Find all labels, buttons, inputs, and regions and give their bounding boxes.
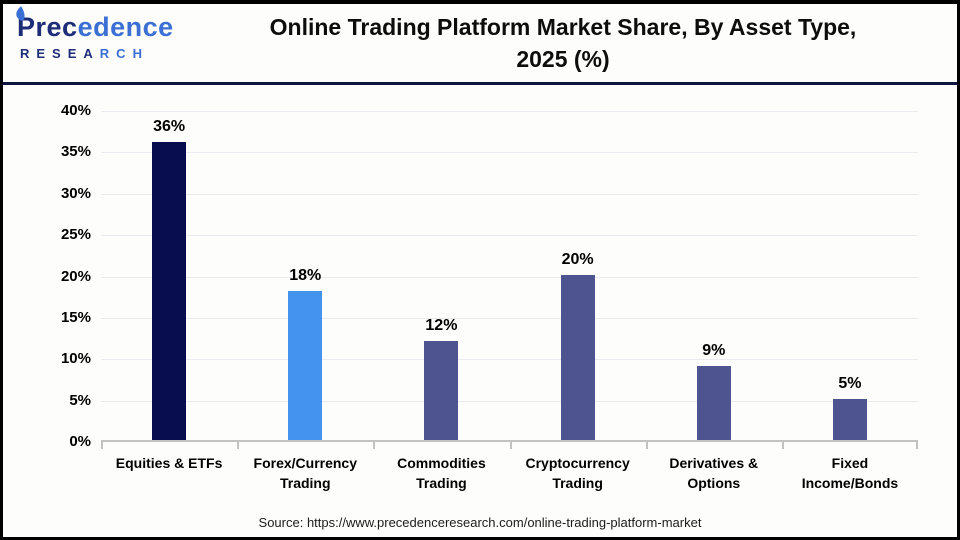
header: Precedence RESEARCH Online Trading Platf… [3, 4, 957, 85]
bar-value-label-1: 18% [289, 267, 322, 285]
bar-2 [424, 340, 459, 440]
logo-subtitle-blue: RCH [99, 46, 149, 61]
plot-area: 36% 18% 12% 20% 9% 5% [101, 111, 918, 449]
page-title-line1: Online Trading Platform Market Share, By… [269, 14, 857, 40]
page-title-line2: 2025 (%) [516, 46, 610, 72]
x-axis-tick-1 [237, 442, 240, 449]
logo-wordmark: Precedence [16, 6, 174, 42]
bar-1 [288, 291, 323, 440]
x-axis-labels: Equities & ETFs Forex/Currency Trading Com… [101, 453, 918, 493]
gridline-40 [101, 111, 918, 112]
y-axis: 0% 5% 10% 15% 20% 25% 30% 35% 40% [3, 102, 91, 450]
page-title: Online Trading Platform Market Share, By… [175, 11, 951, 75]
gridline-15 [101, 317, 918, 319]
x-category-label-2: Commodities Trading [397, 455, 486, 491]
bar-0 [152, 142, 187, 440]
x-category-label-4: Derivatives & Options [669, 455, 759, 491]
source-note: Source: https://www.precedenceresearch.c… [258, 515, 702, 530]
gridline-10 [101, 359, 918, 361]
bar-4 [696, 365, 731, 440]
logo-subtitle-navy: RESEA [20, 46, 100, 61]
logo-subtitle: RESEARCH [17, 47, 174, 60]
precedence-research-logo: Precedence RESEARCH [16, 6, 174, 60]
gridline-20 [101, 276, 918, 278]
y-tick-label-25: 25% [60, 226, 91, 244]
y-tick-label-30: 30% [60, 184, 91, 202]
y-tick-label-35: 35% [60, 143, 91, 161]
x-axis-tick-2 [373, 442, 376, 449]
bar-value-label-2: 12% [425, 316, 458, 334]
bar-value-label-5: 5% [838, 374, 862, 392]
y-tick-label-20: 20% [60, 267, 91, 285]
y-tick-label-0: 0% [69, 433, 91, 450]
y-tick-label-5: 5% [69, 391, 91, 409]
x-category-label-3: Cryptocurrency Trading [525, 455, 630, 491]
gridline-30 [101, 193, 918, 195]
bar-5 [832, 398, 867, 440]
x-category-label-5: Fixed Income/Bonds [801, 455, 899, 491]
leaf-icon [16, 6, 25, 22]
gridline-25 [101, 235, 918, 237]
x-axis-tick-5 [781, 442, 784, 449]
bar-3 [560, 274, 595, 440]
gridline-35 [101, 152, 918, 154]
x-axis-tick-0 [101, 442, 103, 449]
y-tick-label-10: 10% [60, 350, 91, 368]
x-axis-tick-4 [645, 442, 648, 449]
x-axis-tick-6 [916, 442, 918, 449]
bar-value-label-3: 20% [561, 250, 594, 268]
x-category-label-1: Forex/Currency Trading [253, 455, 357, 491]
x-category-label-0: Equities & ETFs [115, 455, 223, 471]
bar-value-label-0: 36% [153, 118, 186, 136]
x-axis-tick-3 [509, 442, 512, 449]
logo-text-navy: Prec [17, 12, 78, 42]
logo-text-blue: edence [77, 12, 174, 42]
y-tick-label-40: 40% [60, 102, 91, 119]
gridline-5 [101, 400, 918, 402]
y-tick-label-15: 15% [60, 308, 91, 326]
bar-value-label-4: 9% [702, 341, 726, 359]
